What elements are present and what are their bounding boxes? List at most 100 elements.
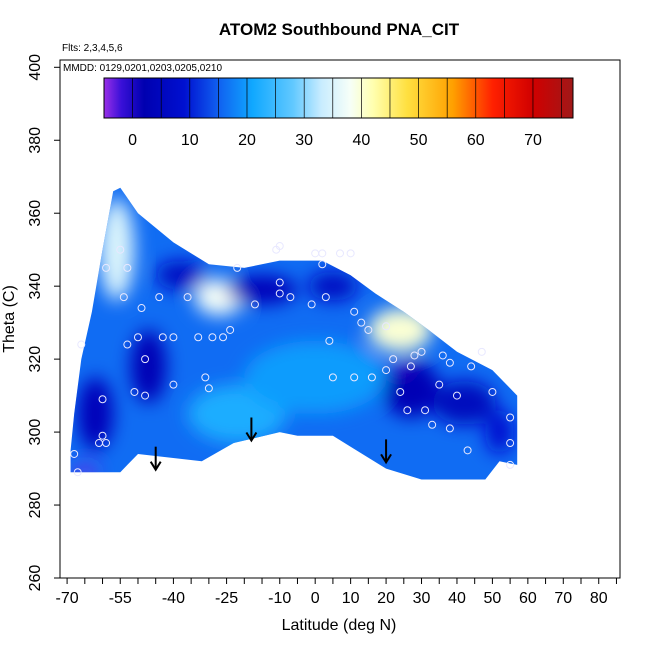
chart-title: ATOM2 Southbound PNA_CIT xyxy=(219,20,460,39)
sample-point xyxy=(201,373,210,382)
sample-point xyxy=(116,245,125,254)
arrow-head xyxy=(380,453,392,465)
sample-point xyxy=(73,468,82,477)
sample-point xyxy=(70,449,79,458)
sample-point xyxy=(155,293,164,302)
flights-note: Flts: 2,3,4,5,6 xyxy=(62,43,123,54)
sample-points xyxy=(70,242,515,477)
y-tick-label: 280 xyxy=(27,492,44,519)
sample-point xyxy=(477,347,486,356)
sample-point xyxy=(396,387,405,396)
sample-point xyxy=(137,304,146,313)
sample-point xyxy=(350,307,359,316)
sample-point xyxy=(346,249,355,258)
x-tick-label: 60 xyxy=(519,590,537,607)
x-axis: -70 -55 -40 -25 -10 0 10 20 30 40 50 60 70 80 xyxy=(56,578,617,607)
x-tick-label: -55 xyxy=(109,590,132,607)
y-tick-label: 320 xyxy=(27,346,44,373)
sample-point xyxy=(119,293,128,302)
sample-point xyxy=(506,439,515,448)
colorbar-tick-label: 10 xyxy=(181,132,199,149)
sample-point xyxy=(226,325,235,334)
sample-point xyxy=(336,249,344,258)
sample-point xyxy=(350,373,359,382)
sample-point xyxy=(463,446,472,455)
sample-point xyxy=(389,355,398,364)
sample-point xyxy=(318,260,327,269)
sample-point xyxy=(488,387,497,396)
x-tick-label: -40 xyxy=(162,590,185,607)
sample-point xyxy=(204,384,213,393)
sample-point xyxy=(275,289,284,298)
sample-point xyxy=(321,293,330,302)
field-patch xyxy=(155,260,206,290)
sample-point xyxy=(421,406,430,415)
field-patch xyxy=(70,466,99,478)
sample-point xyxy=(250,300,259,309)
x-tick-label: -10 xyxy=(268,590,291,607)
field-patch xyxy=(485,410,514,454)
colorbar: 0 10 20 30 40 50 60 70 xyxy=(103,77,574,149)
x-tick-label: 70 xyxy=(554,590,572,607)
sample-point xyxy=(367,373,376,382)
colorbar-tick-label: 50 xyxy=(410,132,428,149)
sample-point xyxy=(123,263,132,272)
x-tick-label: 0 xyxy=(311,590,320,607)
x-tick-label: 50 xyxy=(484,590,502,607)
sample-point xyxy=(208,333,217,342)
sample-point xyxy=(325,336,334,345)
field-patch xyxy=(130,329,167,403)
sample-point xyxy=(445,358,454,367)
sample-point xyxy=(102,263,111,272)
sample-point xyxy=(77,340,86,349)
sample-point xyxy=(219,333,228,342)
y-tick-label: 400 xyxy=(27,54,44,81)
field-patch xyxy=(244,340,387,414)
sample-point xyxy=(506,413,515,422)
arrows xyxy=(149,417,392,472)
sample-point xyxy=(133,333,142,342)
sample-point xyxy=(467,362,476,371)
field-patch xyxy=(382,359,440,418)
sample-point xyxy=(141,391,150,400)
sample-point xyxy=(328,373,337,382)
x-tick-label: 30 xyxy=(413,590,431,607)
y-tick-label: 340 xyxy=(27,273,44,300)
sample-point xyxy=(506,460,515,469)
sample-point xyxy=(169,380,178,389)
y-tick-label: 380 xyxy=(27,127,44,154)
x-tick-label: -70 xyxy=(56,590,79,607)
field-patch xyxy=(432,381,496,425)
colorbar-tick-label: 70 xyxy=(524,132,542,149)
y-tick-label: 360 xyxy=(27,200,44,227)
sample-point xyxy=(438,351,447,360)
arrow-head xyxy=(245,431,258,443)
sample-point xyxy=(98,395,107,404)
colorbar-tick-label: 20 xyxy=(238,132,256,149)
sample-point xyxy=(183,293,192,302)
sample-point xyxy=(307,300,316,309)
sample-point xyxy=(233,263,242,272)
plot-frame xyxy=(59,59,621,579)
sample-point xyxy=(357,318,366,327)
sample-point xyxy=(364,325,373,334)
sample-point xyxy=(194,333,203,342)
field-patch xyxy=(226,275,298,305)
sample-point xyxy=(141,355,150,364)
sample-point xyxy=(445,424,454,433)
sample-point xyxy=(435,380,444,389)
sample-point xyxy=(311,249,320,258)
arrow-head xyxy=(149,461,162,472)
x-tick-label: 20 xyxy=(377,590,395,607)
sample-point xyxy=(286,293,295,302)
sample-point xyxy=(130,387,139,396)
sample-point xyxy=(417,347,426,356)
sample-point xyxy=(102,439,111,448)
sample-point xyxy=(382,366,391,375)
sample-point xyxy=(158,333,167,342)
y-tick-label: 260 xyxy=(27,565,44,592)
field-patch xyxy=(368,308,433,352)
colorbar-tick-label: 60 xyxy=(467,132,485,149)
y-tick-label: 300 xyxy=(27,419,44,446)
